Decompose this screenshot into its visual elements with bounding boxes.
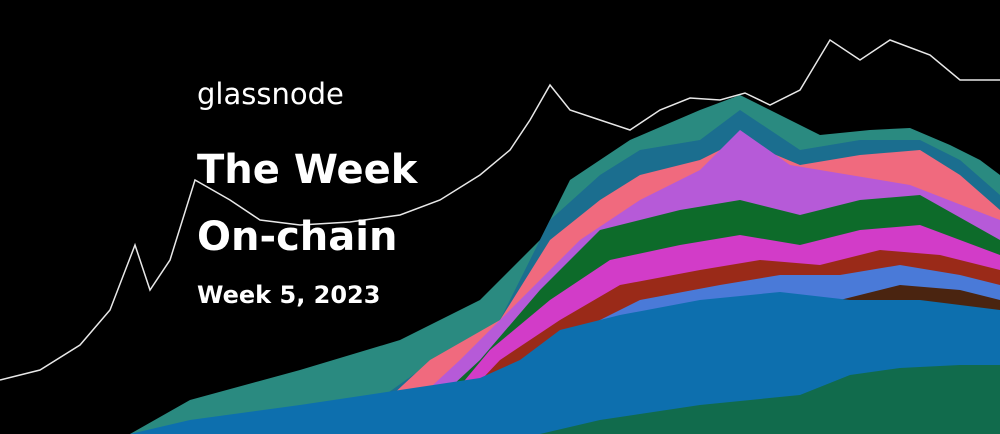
- title: On-chain: [197, 214, 397, 260]
- area-layer: [540, 365, 1000, 434]
- subtitle: Week 5, 2023: [197, 281, 380, 309]
- title: The Week: [197, 147, 419, 193]
- brand: glassnode: [197, 77, 344, 111]
- decorative-chart: [0, 38, 1000, 434]
- price-line: [0, 38, 1000, 381]
